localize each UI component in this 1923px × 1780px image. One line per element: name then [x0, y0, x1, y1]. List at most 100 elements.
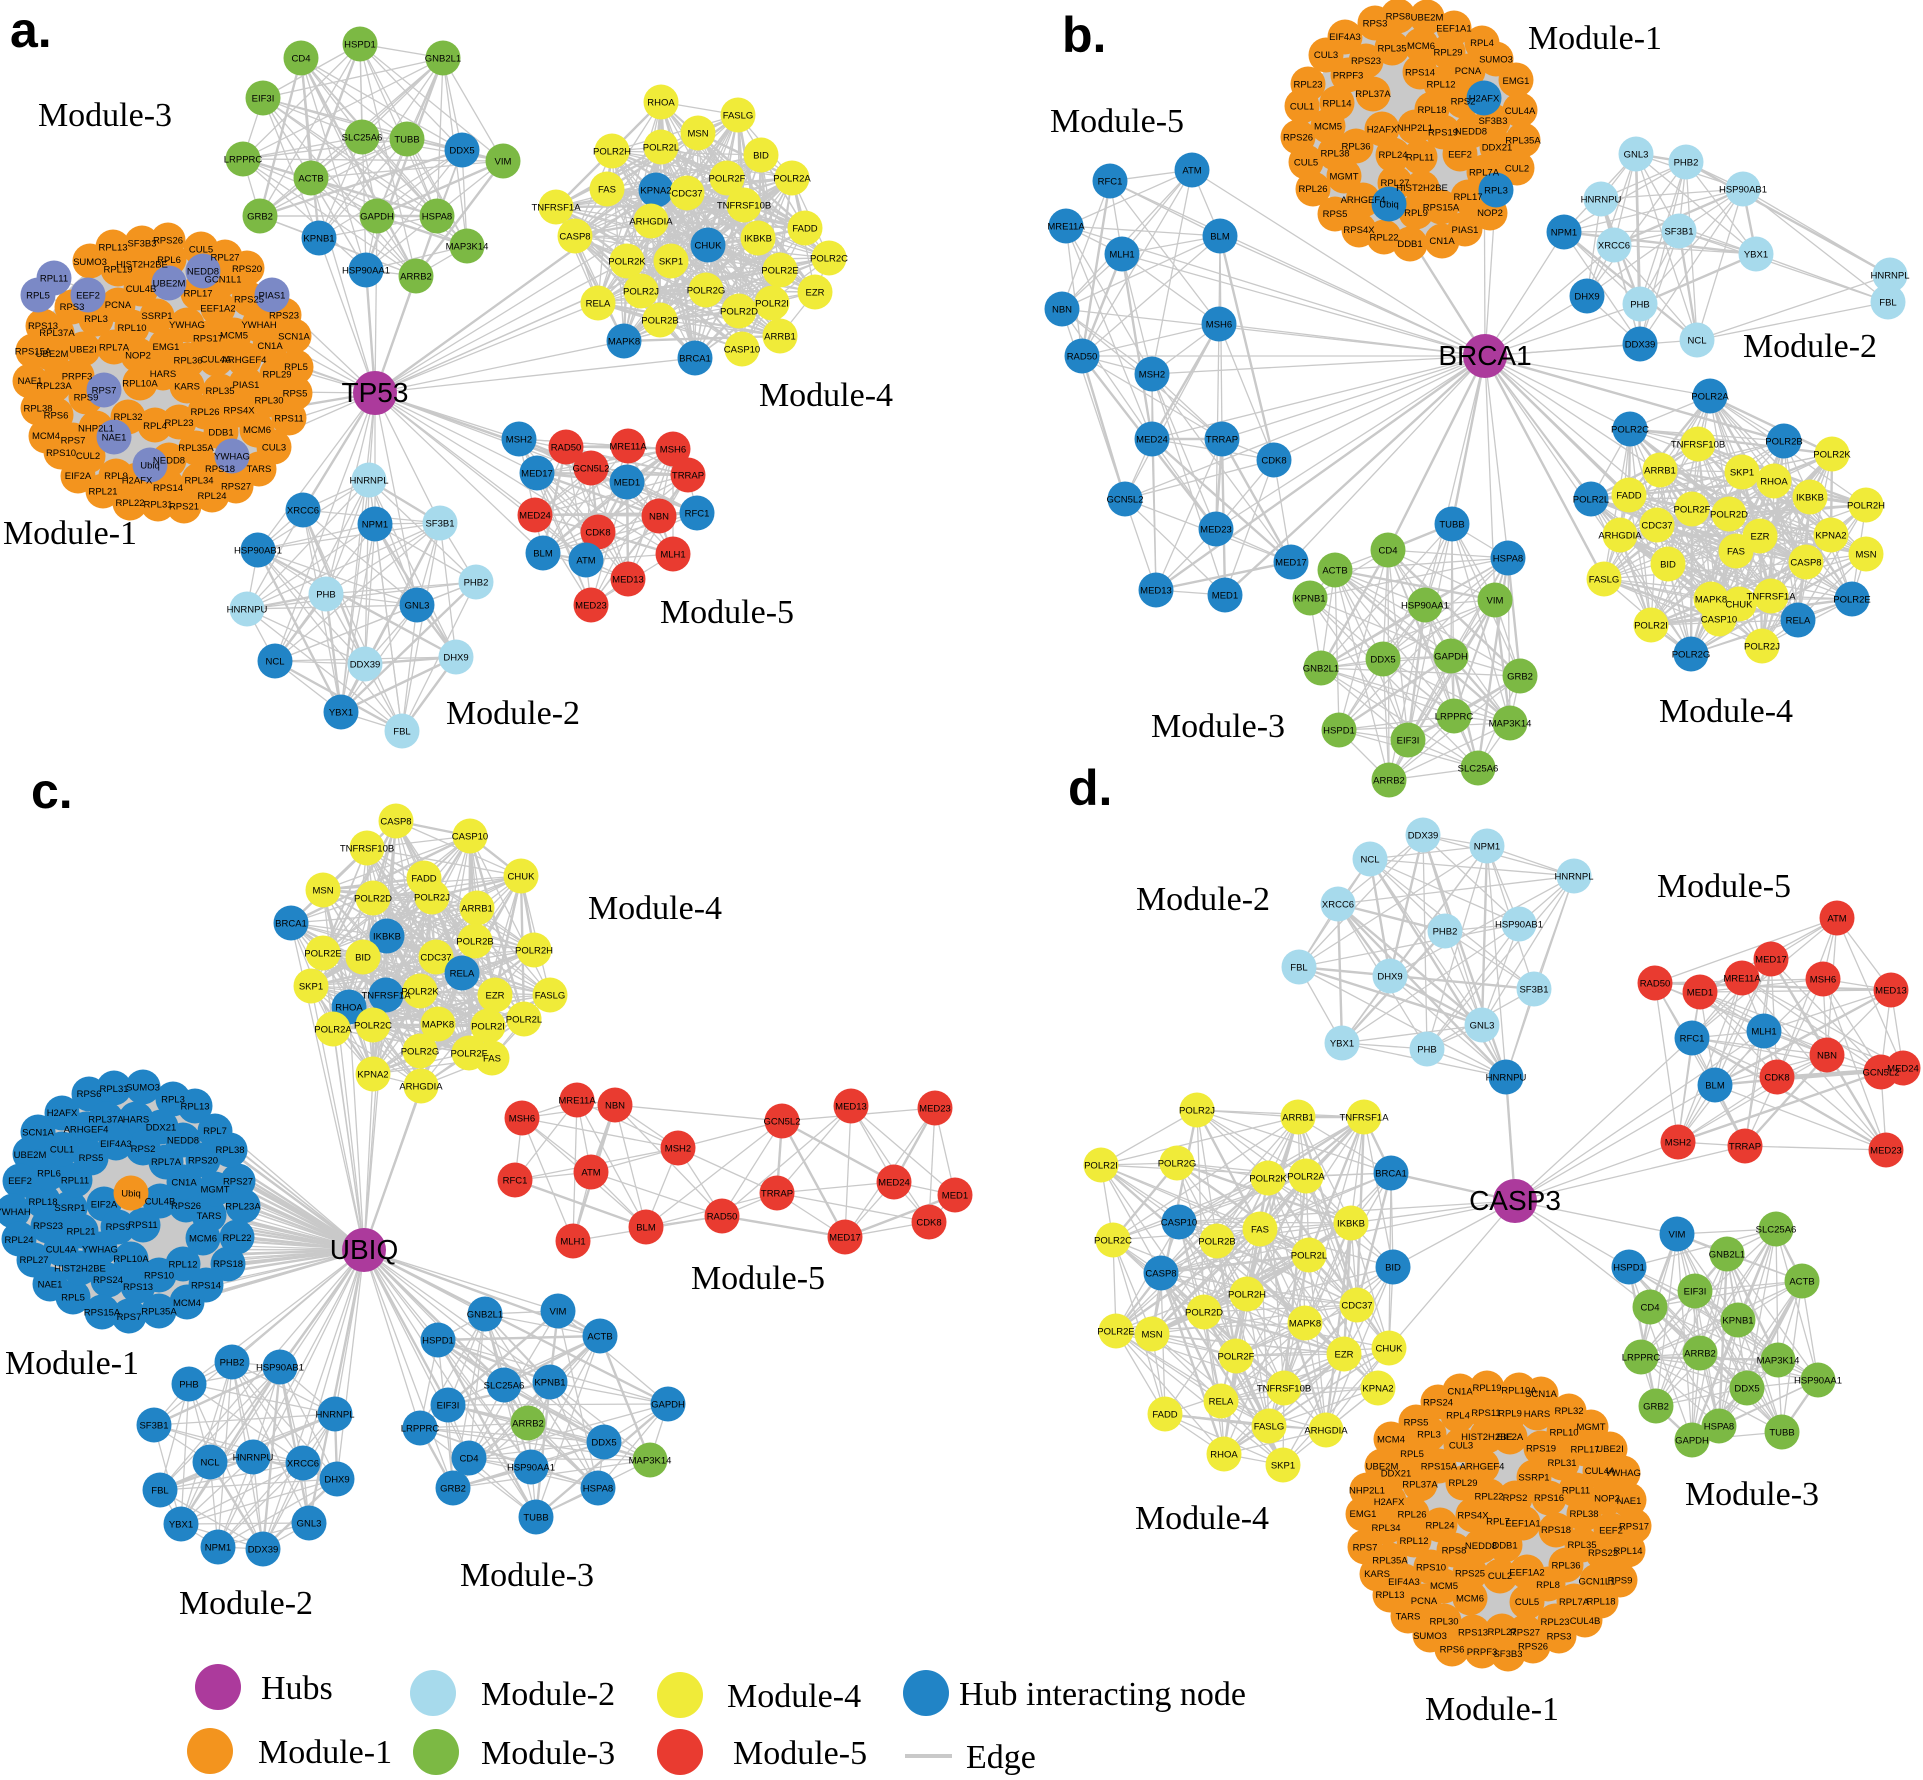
svg-text:RPS5: RPS5	[79, 1153, 104, 1164]
svg-text:Module-1: Module-1	[1425, 1691, 1559, 1728]
svg-text:RPL3: RPL3	[1484, 185, 1508, 196]
svg-text:CUL4A: CUL4A	[201, 354, 232, 365]
svg-text:POLR2L: POLR2L	[1573, 494, 1609, 505]
svg-text:FADD: FADD	[411, 873, 436, 884]
svg-text:TNFRSF10B: TNFRSF10B	[340, 843, 394, 854]
svg-text:RPS5: RPS5	[1404, 1418, 1429, 1429]
svg-text:RPL11: RPL11	[1562, 1486, 1590, 1497]
svg-text:RPL7: RPL7	[203, 1126, 227, 1137]
svg-text:HSP90AB1: HSP90AB1	[1719, 184, 1767, 195]
svg-text:RPL18: RPL18	[1586, 1596, 1615, 1607]
svg-text:RPS18: RPS18	[1541, 1525, 1571, 1536]
svg-text:ARRB2: ARRB2	[1373, 775, 1405, 786]
svg-text:MCM4: MCM4	[1377, 1435, 1405, 1446]
svg-text:FAS: FAS	[1727, 546, 1745, 557]
svg-text:TRRAP: TRRAP	[672, 470, 704, 481]
svg-text:H2AFX: H2AFX	[122, 476, 153, 487]
svg-text:BID: BID	[1385, 1262, 1401, 1273]
svg-text:RPL36: RPL36	[1341, 142, 1370, 153]
svg-text:RPS24: RPS24	[1423, 1398, 1453, 1409]
svg-text:RFC1: RFC1	[1680, 1033, 1705, 1044]
svg-text:CASP10: CASP10	[1701, 614, 1737, 625]
svg-text:Module-4: Module-4	[588, 890, 722, 927]
svg-text:MED1: MED1	[942, 1190, 968, 1201]
svg-text:RPL3: RPL3	[1417, 1429, 1441, 1440]
svg-text:RPS7: RPS7	[1353, 1542, 1378, 1553]
svg-text:HARS: HARS	[123, 1115, 149, 1126]
svg-text:MED17: MED17	[1275, 557, 1307, 568]
svg-text:KPNB1: KPNB1	[1294, 593, 1325, 604]
svg-text:NBN: NBN	[1052, 304, 1072, 315]
svg-text:TARS: TARS	[1396, 1611, 1421, 1622]
svg-text:RPL7: RPL7	[1486, 1517, 1510, 1528]
svg-text:Module-4: Module-4	[1659, 693, 1793, 730]
svg-text:RPS9: RPS9	[1608, 1576, 1633, 1587]
svg-text:CUL4A: CUL4A	[46, 1244, 77, 1255]
svg-text:POLR2A: POLR2A	[1691, 391, 1729, 402]
svg-text:RPS7: RPS7	[92, 385, 117, 396]
svg-text:H2AFX: H2AFX	[1374, 1497, 1405, 1508]
svg-text:SKP1: SKP1	[1271, 1460, 1295, 1471]
svg-text:PRPF3: PRPF3	[62, 372, 93, 383]
svg-text:Module-1: Module-1	[5, 1345, 139, 1382]
svg-text:RPS9: RPS9	[74, 392, 99, 403]
svg-text:KARS: KARS	[174, 381, 200, 392]
svg-text:EIF2A: EIF2A	[65, 471, 92, 482]
svg-text:RPS4X: RPS4X	[1457, 1511, 1489, 1522]
svg-text:IKBKB: IKBKB	[1796, 492, 1824, 503]
svg-text:FBL: FBL	[1879, 297, 1896, 308]
svg-text:MAP3K14: MAP3K14	[629, 1455, 672, 1466]
svg-text:RPL29: RPL29	[1448, 1478, 1477, 1489]
svg-text:SF3B1: SF3B1	[425, 518, 454, 529]
svg-text:YWHAH: YWHAH	[241, 320, 277, 331]
svg-text:MSH6: MSH6	[509, 1113, 535, 1124]
svg-text:YWHAH: YWHAH	[0, 1207, 31, 1218]
svg-text:VIM: VIM	[550, 1306, 567, 1317]
svg-text:RPL9: RPL9	[1498, 1408, 1522, 1419]
svg-text:POLR2A: POLR2A	[1287, 1171, 1325, 1182]
svg-text:RELA: RELA	[1786, 615, 1811, 626]
svg-text:MED17: MED17	[521, 468, 553, 479]
svg-text:RPS17: RPS17	[193, 334, 223, 345]
svg-text:KPNA2: KPNA2	[1815, 530, 1846, 541]
svg-text:c.: c.	[31, 763, 73, 819]
svg-text:BID: BID	[753, 150, 769, 161]
svg-text:RPL36: RPL36	[1551, 1561, 1580, 1572]
svg-text:FASLG: FASLG	[1254, 1421, 1285, 1432]
svg-text:RELA: RELA	[1209, 1396, 1234, 1407]
svg-text:POLR2C: POLR2C	[810, 253, 848, 264]
svg-text:KPNA2: KPNA2	[357, 1069, 388, 1080]
svg-text:KPNB1: KPNB1	[303, 233, 334, 244]
svg-text:HIST2H2BE: HIST2H2BE	[1396, 183, 1448, 194]
svg-text:DDX5: DDX5	[1370, 654, 1395, 665]
svg-text:EEF1A2: EEF1A2	[200, 304, 235, 315]
svg-text:LRPPRC: LRPPRC	[1435, 711, 1474, 722]
svg-text:RPS7: RPS7	[117, 1312, 142, 1323]
svg-text:RPS8: RPS8	[1442, 1546, 1467, 1557]
svg-text:RPL27: RPL27	[19, 1255, 48, 1266]
svg-text:MED13: MED13	[1875, 985, 1907, 996]
svg-text:RPL35: RPL35	[1377, 44, 1406, 55]
svg-text:RPL18: RPL18	[1417, 105, 1446, 116]
svg-text:HSP90AA1: HSP90AA1	[342, 265, 390, 276]
svg-text:CASP8: CASP8	[1790, 557, 1821, 568]
svg-text:NCL: NCL	[1360, 854, 1379, 865]
svg-text:TNFRSF10B: TNFRSF10B	[717, 200, 771, 211]
svg-text:RPL17: RPL17	[183, 289, 212, 300]
svg-text:RPL21: RPL21	[88, 487, 117, 498]
svg-text:GRB2: GRB2	[1507, 671, 1533, 682]
svg-text:TUBB: TUBB	[394, 134, 419, 145]
svg-text:DHX9: DHX9	[324, 1474, 349, 1485]
svg-text:ARRB2: ARRB2	[400, 271, 432, 282]
svg-text:RPL6: RPL6	[37, 1168, 61, 1179]
svg-text:HNRNPU: HNRNPU	[1581, 194, 1622, 205]
svg-text:GNL3: GNL3	[297, 1518, 322, 1529]
svg-text:EEF2: EEF2	[8, 1176, 32, 1187]
svg-text:CN1A: CN1A	[1447, 1386, 1473, 1397]
svg-text:RPL10A: RPL10A	[122, 378, 158, 389]
svg-text:NPM1: NPM1	[205, 1542, 231, 1553]
svg-text:MAPK8: MAPK8	[1695, 594, 1727, 605]
svg-text:MRE11A: MRE11A	[609, 441, 647, 452]
svg-text:CDK8: CDK8	[585, 527, 610, 538]
svg-text:RPL27: RPL27	[1487, 1627, 1516, 1638]
